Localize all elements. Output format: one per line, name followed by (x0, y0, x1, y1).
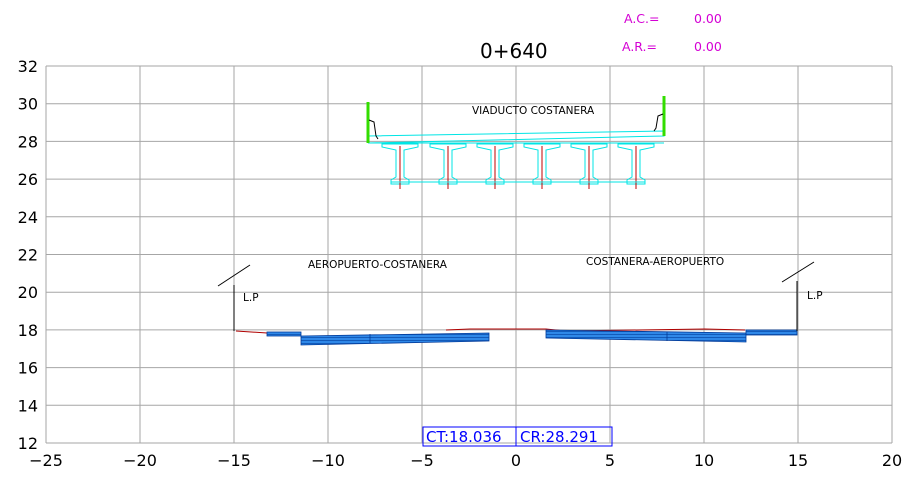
lp-right-label: L.P (807, 290, 823, 302)
x-tick-label: −5 (410, 451, 434, 470)
ac-value: 0.00 (694, 11, 722, 26)
right-lane-label: COSTANERA-AEROPUERTO (586, 256, 724, 268)
grid (45, 65, 893, 444)
x-tick-label: 5 (605, 451, 615, 470)
station-label: 0+640 (480, 39, 548, 63)
y-tick-label: 20 (18, 283, 38, 302)
girder (381, 143, 419, 185)
x-tick-label: 10 (694, 451, 714, 470)
y-tick-label: 12 (18, 434, 38, 453)
ar-value: 0.00 (694, 39, 722, 54)
x-tick-label: 20 (882, 451, 902, 470)
x-tick-label: −10 (311, 451, 345, 470)
deck-girders (381, 143, 655, 189)
y-tick-label: 32 (18, 57, 38, 76)
left-lane-label: AEROPUERTO-COSTANERA (308, 259, 448, 271)
girder (476, 143, 514, 185)
viaduct-deck (366, 96, 666, 189)
lower-roadway (217, 261, 815, 346)
ar-label: A.R.= (622, 39, 657, 54)
right-parapet (653, 113, 664, 132)
lp-left-label: L.P (243, 292, 259, 304)
girder (429, 143, 467, 185)
y-tick-label: 26 (18, 170, 38, 189)
left-parapet (368, 119, 379, 140)
shoulder-left (266, 331, 302, 337)
pavement-right (545, 329, 747, 343)
cr-readout: CR:28.291 (520, 428, 598, 446)
x-axis-ticks: −25 −20 −15 −10 −5 0 5 10 15 20 (29, 451, 902, 470)
shoulder-right (745, 329, 798, 336)
y-axis-ticks: 12 14 16 18 20 22 24 26 28 30 32 (18, 57, 38, 453)
x-tick-label: 15 (788, 451, 808, 470)
ac-label: A.C.= (624, 11, 659, 26)
cr-box (515, 426, 613, 447)
x-tick-label: −15 (217, 451, 251, 470)
y-tick-label: 24 (18, 208, 38, 227)
ct-readout: CT:18.036 (426, 428, 502, 446)
x-tick-label: −20 (123, 451, 157, 470)
viaduct-label: VIADUCTO COSTANERA (472, 105, 595, 117)
y-tick-label: 30 (18, 95, 38, 114)
pavement-left (300, 332, 490, 346)
girder (570, 143, 608, 185)
girder (523, 143, 561, 185)
x-tick-label: 0 (511, 451, 521, 470)
y-tick-label: 16 (18, 359, 38, 378)
y-tick-label: 22 (18, 246, 38, 265)
y-tick-label: 18 (18, 321, 38, 340)
x-tick-label: −25 (29, 451, 63, 470)
girder (617, 143, 655, 185)
y-tick-label: 28 (18, 132, 38, 151)
y-tick-label: 14 (18, 396, 38, 415)
